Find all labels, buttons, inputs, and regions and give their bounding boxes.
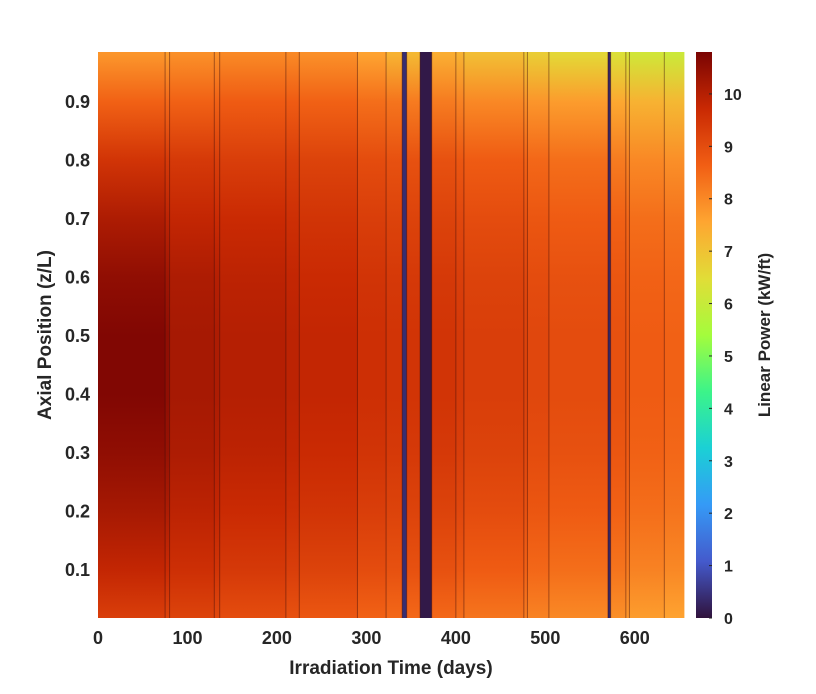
y-tick-label: 0.9: [65, 92, 90, 112]
x-tick-label: 300: [351, 628, 381, 648]
heatmap-column: [420, 52, 433, 618]
y-tick-label: 0.8: [65, 150, 90, 170]
heatmap-column: [386, 52, 403, 618]
x-axis: 0 100 200 300 400 500 600: [93, 628, 650, 648]
x-tick-label: 400: [441, 628, 471, 648]
heatmap-plot-area: [98, 52, 685, 618]
x-axis-label: Irradiation Time (days): [289, 658, 492, 679]
heatmap-column: [625, 52, 630, 618]
heatmap-column: [463, 52, 525, 618]
y-tick-label: 0.5: [65, 326, 90, 346]
heatmap-column: [664, 52, 685, 618]
y-tick-label: 0.2: [65, 501, 90, 521]
colorbar-tick-label: 6: [724, 297, 733, 314]
heatmap-column: [299, 52, 358, 618]
colorbar-tick-label: 1: [724, 559, 733, 576]
y-axis-label: Axial Position (z/L): [35, 250, 56, 420]
colorbar-tick-label: 4: [724, 401, 733, 418]
heatmap-column: [610, 52, 627, 618]
x-tick-label: 600: [620, 628, 650, 648]
heatmap-column: [357, 52, 387, 618]
colorbar: [696, 52, 712, 618]
colorbar-tick-label: 9: [724, 139, 733, 156]
y-tick-label: 0.6: [65, 267, 90, 287]
heatmap-column: [523, 52, 528, 618]
colorbar-axis: 0 1 2 3 4 5 6 7 8 9 10: [709, 87, 742, 628]
heatmap-column: [402, 52, 408, 618]
colorbar-tick-label: 7: [724, 244, 733, 261]
y-axis: 0.1 0.2 0.3 0.4 0.5 0.6 0.7 0.8 0.9: [65, 92, 90, 580]
heatmap-column: [169, 52, 215, 618]
y-tick-label: 0.7: [65, 209, 90, 229]
x-tick-label: 500: [530, 628, 560, 648]
heatmap-column: [455, 52, 465, 618]
heatmap-column: [629, 52, 665, 618]
x-tick-label: 100: [172, 628, 202, 648]
heatmap-column: [285, 52, 300, 618]
heatmap-column: [214, 52, 221, 618]
colorbar-tick-label: 2: [724, 506, 733, 523]
colorbar-tick-label: 10: [724, 87, 742, 104]
heatmap-column: [219, 52, 287, 618]
heatmap-column: [165, 52, 170, 618]
y-tick-label: 0.1: [65, 560, 90, 580]
y-tick-label: 0.3: [65, 443, 90, 463]
heatmap-column: [527, 52, 550, 618]
heatmap-column: [98, 52, 166, 618]
heatmap-column: [607, 52, 612, 618]
colorbar-tick-label: 0: [724, 611, 733, 628]
x-tick-label: 0: [93, 628, 103, 648]
y-tick-label: 0.4: [65, 384, 90, 404]
heatmap-column: [431, 52, 457, 618]
colorbar-tick-label: 5: [724, 349, 733, 366]
colorbar-tick-label: 3: [724, 454, 733, 471]
colorbar-tick-label: 8: [724, 192, 733, 209]
heatmap-column: [406, 52, 421, 618]
colorbar-label: Linear Power (kW/ft): [755, 253, 774, 417]
x-tick-label: 200: [262, 628, 292, 648]
heatmap-column: [548, 52, 609, 618]
